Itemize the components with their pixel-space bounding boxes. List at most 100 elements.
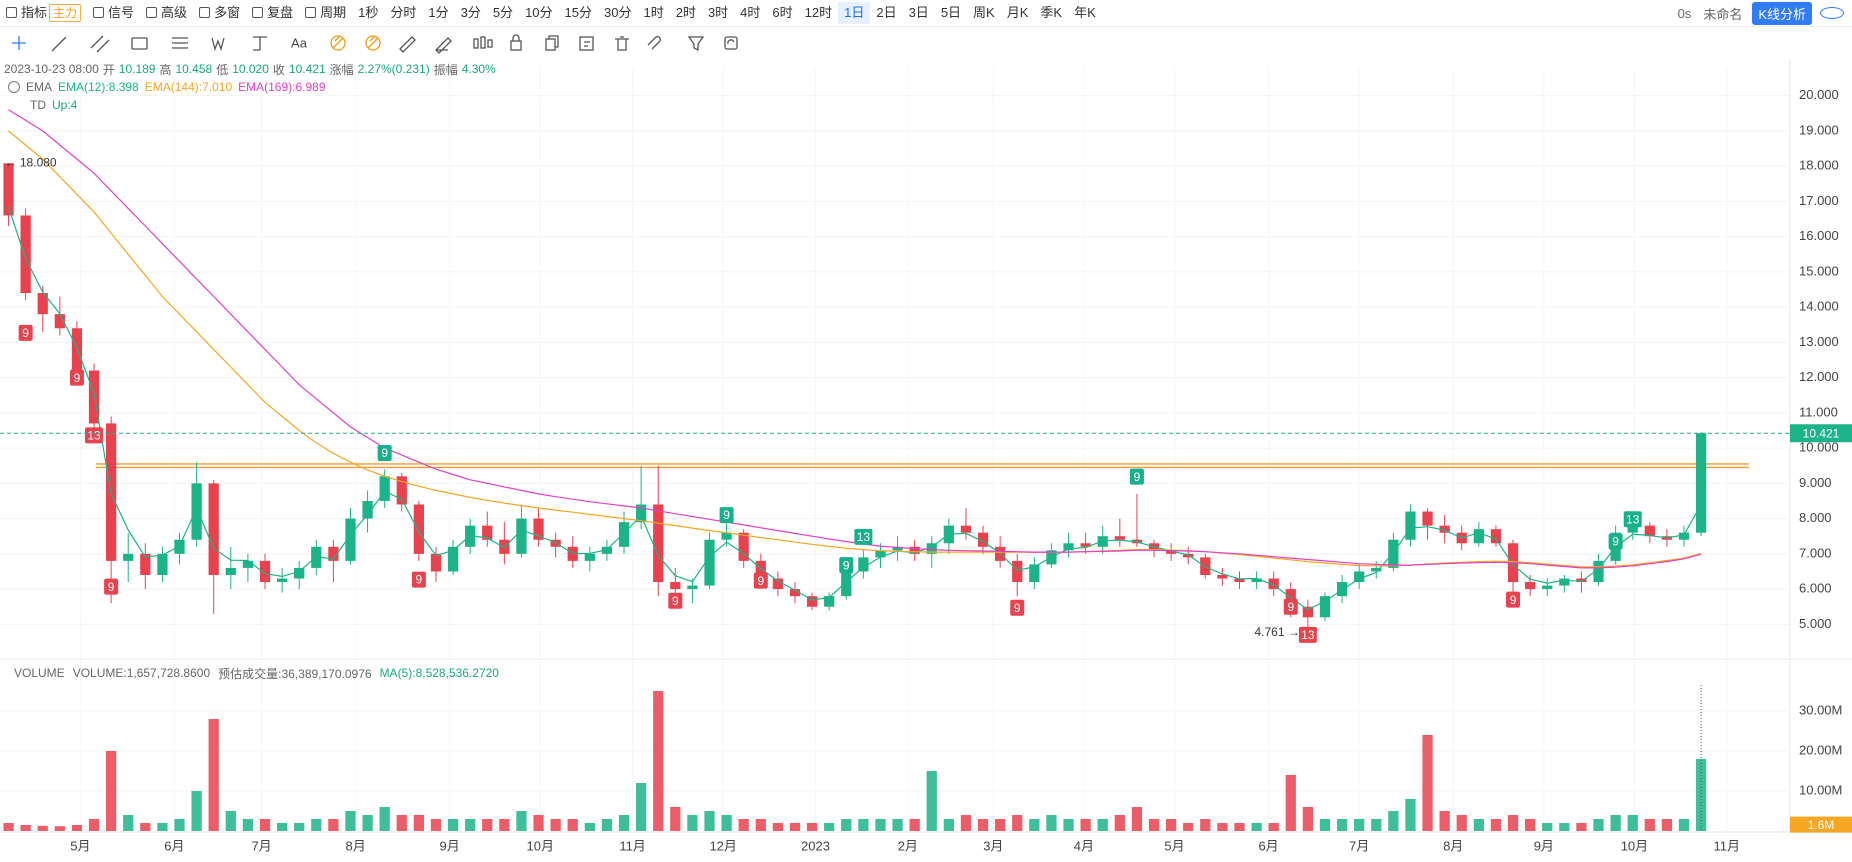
max-label: ← 18.080 xyxy=(5,155,57,169)
analysis-button[interactable]: K线分析 xyxy=(1752,1,1812,25)
candle-body xyxy=(1336,582,1348,597)
period-button[interactable]: 周K xyxy=(973,5,995,20)
period-button[interactable]: 1秒 xyxy=(358,5,379,20)
candle-body xyxy=(242,560,254,568)
copy-tool[interactable] xyxy=(545,35,559,51)
candle-body xyxy=(1678,532,1690,540)
period-button[interactable]: 10分 xyxy=(525,5,553,20)
volume-bar xyxy=(208,719,219,831)
toolbar-item[interactable]: 未命名 xyxy=(1703,6,1743,22)
period-button[interactable]: 30分 xyxy=(604,5,632,20)
pattern-tool-2[interactable] xyxy=(365,35,381,51)
crosshair-tool[interactable] xyxy=(12,36,26,50)
lock-tool[interactable] xyxy=(510,34,522,51)
ruler-tool[interactable] xyxy=(399,36,416,53)
period-button[interactable]: 15分 xyxy=(564,5,592,20)
volume-bar xyxy=(123,815,134,831)
channel-tool[interactable] xyxy=(90,35,110,53)
period-button[interactable]: 3分 xyxy=(460,5,481,20)
td-marker xyxy=(1623,511,1642,528)
candle-body xyxy=(892,546,903,551)
toolbar-item[interactable]: 指标 xyxy=(0,2,53,24)
text-tool[interactable] xyxy=(253,36,267,51)
period-button[interactable]: 12时 xyxy=(804,5,833,20)
period-button[interactable]: 年K xyxy=(1074,5,1096,20)
volume-bar xyxy=(1422,735,1433,831)
collapse-icon[interactable] xyxy=(8,81,20,93)
period-button[interactable]: 1日 xyxy=(838,2,871,24)
x-tick-label: 4月 xyxy=(1074,838,1094,853)
candle-body xyxy=(1422,511,1433,526)
toolbar-item[interactable]: 周期 xyxy=(299,2,352,24)
period-button[interactable]: 4时 xyxy=(740,5,761,20)
volume-bar xyxy=(1183,823,1194,831)
fib-tool[interactable] xyxy=(172,37,188,49)
share-icon[interactable] xyxy=(1820,7,1844,19)
period-button[interactable]: 分时 xyxy=(390,5,417,20)
candle-body xyxy=(328,546,339,561)
period-button[interactable]: 2日 xyxy=(876,5,897,20)
volume-bar xyxy=(430,819,442,831)
brush-tool[interactable] xyxy=(435,37,452,54)
candle-body xyxy=(1542,585,1553,590)
candle-body xyxy=(482,525,493,540)
volume-bar xyxy=(1473,819,1484,831)
rect-tool[interactable] xyxy=(131,37,148,50)
volume-field: MA(5):8,528,536.2720 xyxy=(379,666,499,680)
x-tick-label: 7月 xyxy=(1349,838,1369,853)
volume-bar xyxy=(789,823,801,831)
period-button[interactable]: 5分 xyxy=(492,5,514,20)
pattern-tool[interactable] xyxy=(330,35,346,51)
period-button[interactable]: 6时 xyxy=(772,5,793,20)
period-button[interactable]: 3日 xyxy=(908,5,929,20)
volume-bar xyxy=(174,819,185,831)
td-marker xyxy=(104,578,119,595)
candle-tool[interactable] xyxy=(473,36,493,49)
candle-body xyxy=(259,560,271,583)
toolbar-item[interactable]: 主力 xyxy=(49,4,82,22)
period-button[interactable]: 3时 xyxy=(707,5,729,20)
toolbar-item[interactable]: 高级 xyxy=(140,2,193,24)
volume-bar xyxy=(140,823,151,831)
candle-body xyxy=(447,546,459,572)
candle-body xyxy=(516,518,527,554)
volume-bar xyxy=(1644,819,1655,831)
top-right-tools: 0s 未命名 K线分析 xyxy=(1672,0,1852,26)
toolbar-item[interactable]: 信号 xyxy=(87,2,140,24)
toolbar-item[interactable]: 多窗 xyxy=(193,2,246,24)
edit-tool[interactable] xyxy=(579,36,594,51)
line-tool[interactable] xyxy=(51,36,67,52)
wave-tool[interactable] xyxy=(211,37,225,52)
period-button[interactable]: 季K xyxy=(1040,5,1063,20)
candle-body xyxy=(858,557,869,572)
toolbar-item[interactable]: 复盘 xyxy=(246,2,299,24)
magnet-tool[interactable] xyxy=(647,36,661,50)
volume-bar xyxy=(618,815,630,831)
font-tool[interactable]: Aa xyxy=(291,35,308,50)
candle-body xyxy=(140,553,151,575)
volume-bar xyxy=(1200,819,1211,831)
sync-tool[interactable] xyxy=(724,36,738,50)
volume-bar xyxy=(328,819,339,831)
volume-bar xyxy=(1559,823,1570,831)
filter-tool[interactable] xyxy=(687,36,705,52)
period-button[interactable]: 2时 xyxy=(675,5,696,20)
candle-body xyxy=(806,596,818,607)
x-tick-label: 11月 xyxy=(1713,838,1740,853)
period-button[interactable]: 1分 xyxy=(428,5,449,20)
volume-bar xyxy=(105,751,117,831)
volume-bar xyxy=(824,823,835,831)
delete-tool[interactable] xyxy=(615,36,629,51)
period-button[interactable]: 5日 xyxy=(940,5,962,20)
volume-bar xyxy=(1576,823,1587,831)
volume-bar xyxy=(995,819,1006,831)
period-button[interactable]: 1时 xyxy=(643,5,664,20)
min-label: 4.761 → xyxy=(1255,625,1300,639)
toolbar-item[interactable]: 0s xyxy=(1677,5,1692,21)
volume-bar xyxy=(499,819,510,831)
candle-body xyxy=(687,585,698,590)
volume-bar xyxy=(1063,819,1074,831)
candle-body xyxy=(1012,560,1023,583)
period-button[interactable]: 月K xyxy=(1006,5,1029,20)
